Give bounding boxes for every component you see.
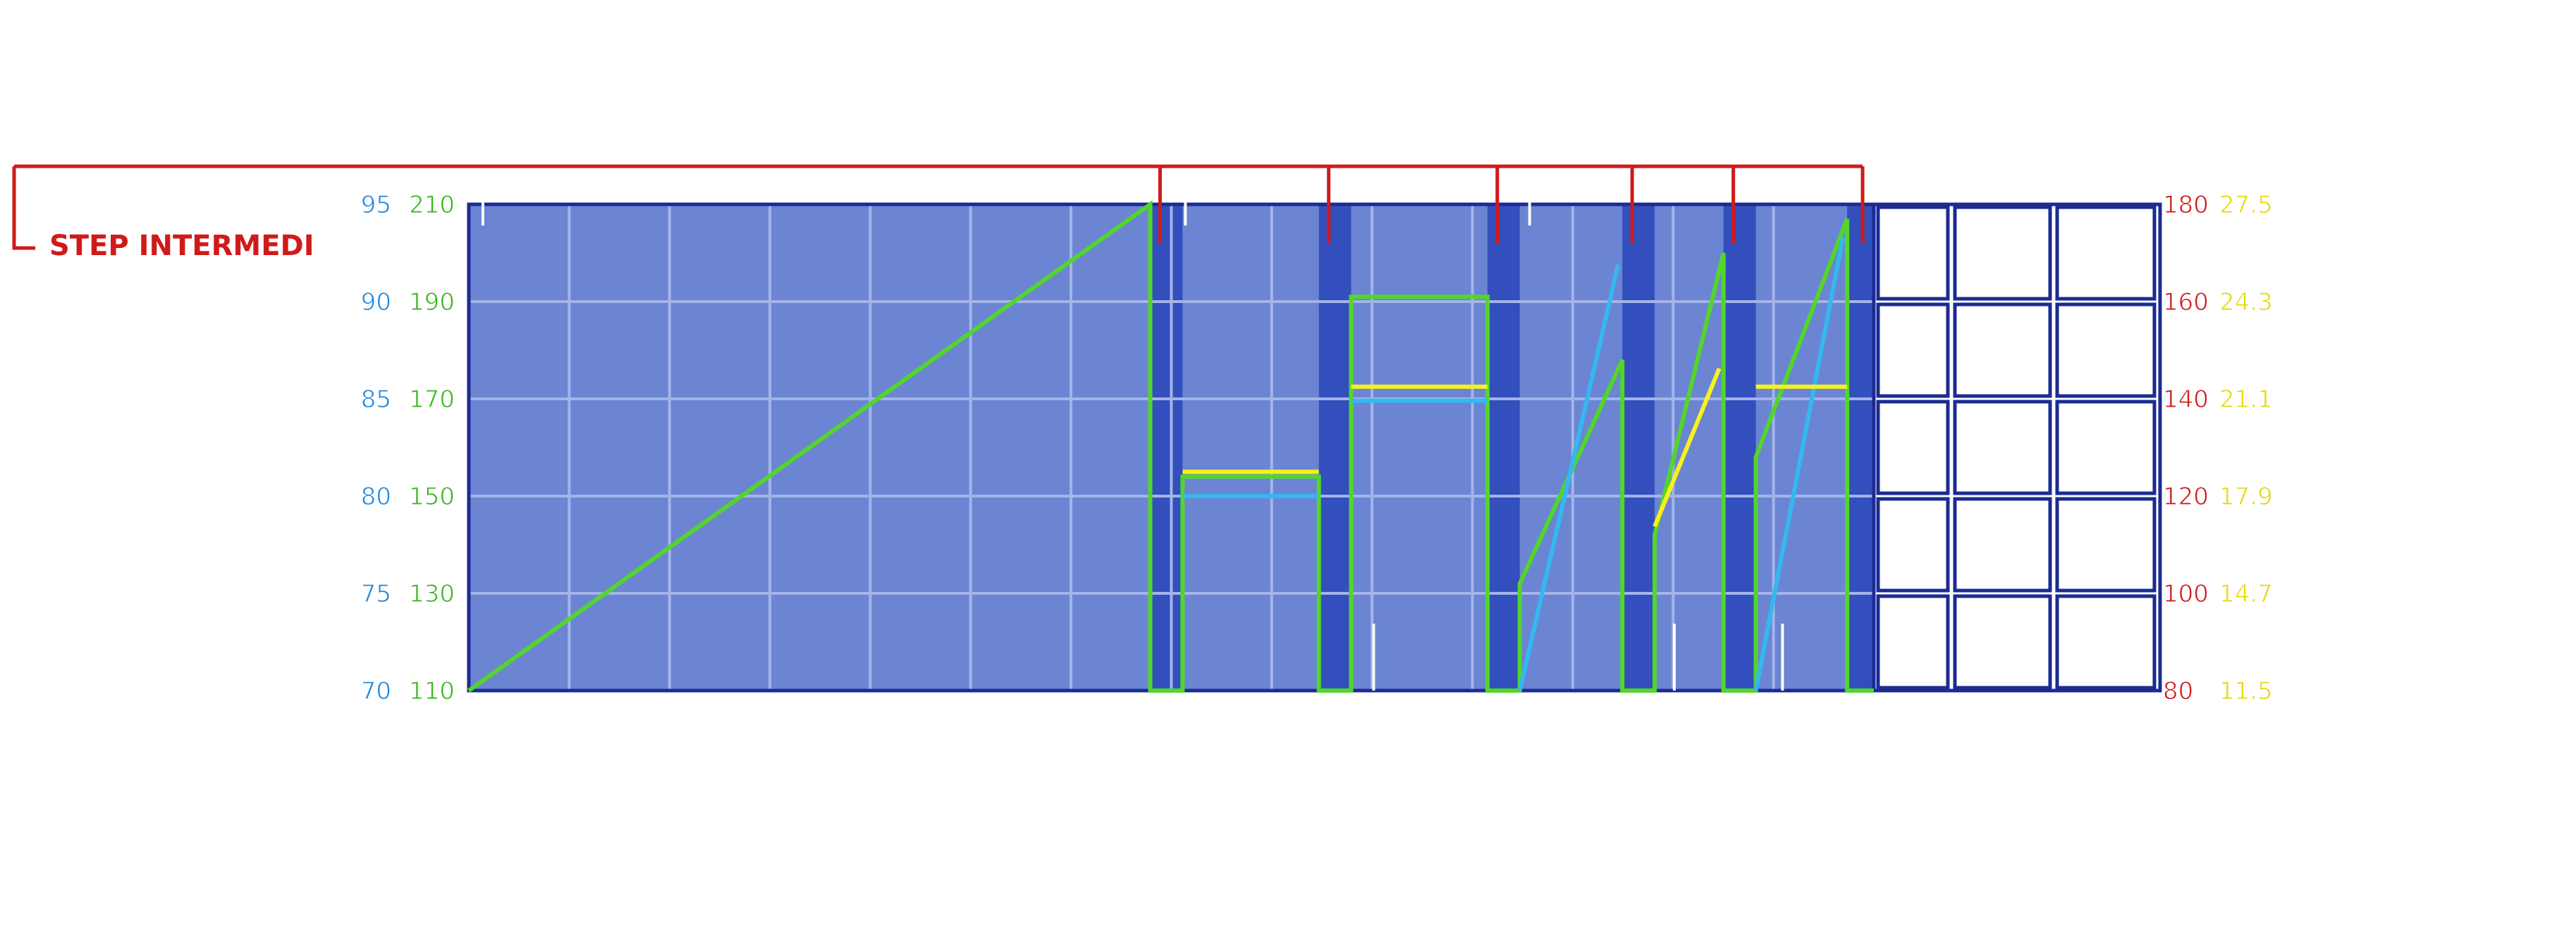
right_outer-tick-label: 24.3 bbox=[2219, 288, 2273, 316]
data-series bbox=[467, 200, 1874, 693]
right_inner-tick-label: 80 bbox=[2163, 677, 2193, 705]
step-markers bbox=[12, 164, 1865, 250]
right_inner-tick-label: 140 bbox=[2163, 385, 2209, 414]
empty-grid-cell bbox=[2055, 594, 2157, 690]
left_outer-tick-label: 80 bbox=[361, 483, 391, 511]
left_inner-tick-label: 210 bbox=[409, 191, 455, 219]
left_inner-tick-label: 170 bbox=[409, 385, 455, 414]
right_outer-tick-label: 27.5 bbox=[2219, 191, 2273, 219]
left_inner-tick-label: 130 bbox=[409, 580, 455, 608]
right_outer-tick-label: 21.1 bbox=[2219, 385, 2273, 414]
step-label-leader bbox=[12, 166, 35, 250]
right_inner-tick-label: 120 bbox=[2163, 483, 2209, 511]
empty-grid-area bbox=[1872, 202, 2162, 693]
empty-grid-cell bbox=[2055, 400, 2157, 495]
right_outer-tick-label: 11.5 bbox=[2219, 677, 2273, 705]
step-bands bbox=[1150, 204, 1874, 691]
empty-grid-cell bbox=[1876, 594, 1950, 690]
step-band bbox=[1318, 204, 1351, 691]
right_inner-tick-label: 160 bbox=[2163, 288, 2209, 316]
cyan-series-segment bbox=[1517, 264, 1621, 691]
right_inner-tick-label: 180 bbox=[2163, 191, 2209, 219]
right_inner-tick-label: 100 bbox=[2163, 580, 2209, 608]
white-tick-marks bbox=[481, 166, 1784, 691]
right_outer-tick-label: 17.9 bbox=[2219, 483, 2273, 511]
left_outer-tick-label: 75 bbox=[361, 580, 391, 608]
empty-grid-cell bbox=[2055, 497, 2157, 593]
left_outer-tick-label: 90 bbox=[361, 288, 391, 316]
empty-grid-cell bbox=[1876, 497, 1950, 593]
step-band bbox=[1622, 204, 1655, 691]
empty-grid-cell bbox=[1953, 400, 2052, 495]
empty-grid-cell bbox=[1953, 302, 2052, 398]
empty-grid-cell bbox=[1876, 302, 1950, 398]
yellow-series-segment bbox=[1652, 367, 1722, 528]
step-band bbox=[1487, 204, 1520, 691]
empty-grid-cell bbox=[1876, 400, 1950, 495]
empty-grid-cell bbox=[1953, 594, 2052, 690]
left_outer-tick-label: 95 bbox=[361, 191, 391, 219]
empty-grid-cell bbox=[1876, 205, 1950, 301]
empty-grid-cell bbox=[1953, 497, 2052, 593]
gridlines bbox=[469, 204, 1874, 691]
empty-grid-cell bbox=[2055, 302, 2157, 398]
axis-labels: 95 90 85 80 75 70 210 190 170 150 130 110 180 160 140 1… bbox=[360, 191, 2273, 706]
left_inner-tick-label: 110 bbox=[409, 677, 455, 705]
left_inner-tick-label: 150 bbox=[409, 483, 455, 511]
step-band bbox=[1150, 204, 1183, 691]
step-band bbox=[1847, 204, 1874, 691]
right_outer-tick-label: 14.7 bbox=[2219, 580, 2273, 608]
step-band bbox=[1723, 204, 1756, 691]
left_outer-tick-label: 85 bbox=[361, 385, 391, 414]
empty-grid-cell bbox=[2055, 205, 2157, 301]
left_inner-tick-label: 190 bbox=[409, 288, 455, 316]
cyan-series-segment bbox=[1753, 237, 1846, 691]
left_outer-tick-label: 70 bbox=[361, 677, 391, 705]
green-series-line bbox=[467, 200, 1874, 693]
step-label: STEP INTERMEDI bbox=[49, 230, 314, 262]
empty-grid-cell bbox=[1953, 205, 2052, 301]
